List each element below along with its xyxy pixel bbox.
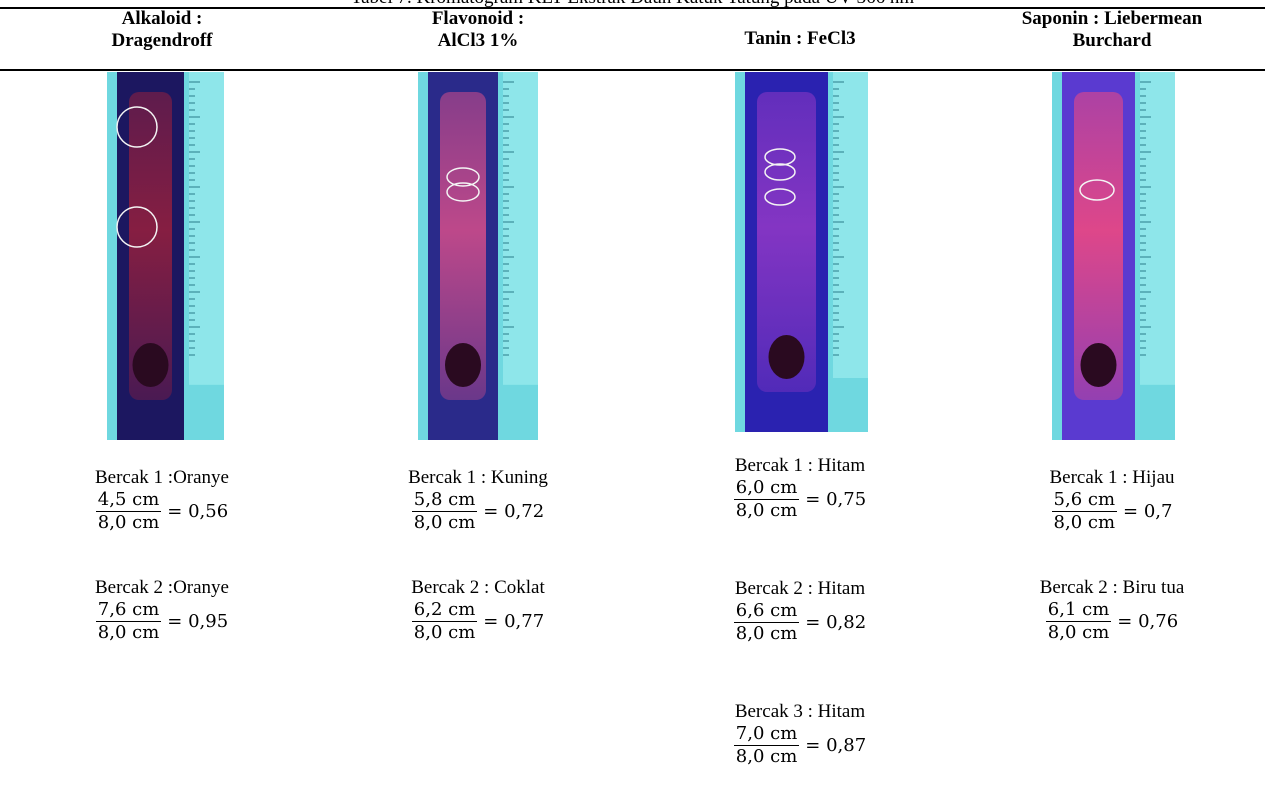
column-header: AlCl3 1%: [437, 30, 519, 51]
rf-result: = 0,72: [483, 501, 545, 522]
fraction: 4,5 cm 8,0 cm: [95, 489, 162, 534]
column-header: Flavonoid :: [431, 8, 525, 29]
rf-result: = 0,75: [805, 489, 867, 510]
spot-label: Bercak 2 : Biru tua: [1039, 577, 1185, 598]
spot: Bercak 2 :Oranye 7,6 cm 8,0 cm = 0,95: [12, 577, 312, 644]
denominator: 8,0 cm: [411, 621, 478, 643]
numerator: 6,6 cm: [735, 600, 798, 621]
header-rule: [0, 69, 1265, 71]
tlc-plate-image: [1052, 72, 1175, 440]
column-header: Tanin : FeCl3: [744, 28, 856, 49]
spot: Bercak 1 : Hitam 6,0 cm 8,0 cm = 0,75: [650, 455, 950, 522]
spot-label: Bercak 2 : Hitam: [734, 578, 866, 599]
rf-result: = 0,76: [1117, 611, 1179, 632]
numerator: 5,6 cm: [1053, 489, 1116, 510]
spot: Bercak 2 : Biru tua 6,1 cm 8,0 cm = 0,76: [962, 577, 1262, 644]
numerator: 7,6 cm: [97, 599, 160, 620]
rf-equation: 6,2 cm 8,0 cm = 0,77: [411, 599, 545, 644]
rf-equation: 6,1 cm 8,0 cm = 0,76: [1045, 599, 1179, 644]
rf-equation: 6,6 cm 8,0 cm = 0,82: [733, 600, 867, 645]
numerator: 4,5 cm: [97, 489, 160, 510]
denominator: 8,0 cm: [95, 621, 162, 643]
spot-label: Bercak 1 : Kuning: [408, 467, 548, 488]
fraction: 6,0 cm 8,0 cm: [733, 477, 800, 522]
column-header: Saponin : Liebermean: [1021, 8, 1203, 29]
top-rule: [0, 7, 1265, 9]
rf-equation: 7,6 cm 8,0 cm = 0,95: [95, 599, 229, 644]
rf-equation: 5,6 cm 8,0 cm = 0,7: [1051, 489, 1173, 534]
tlc-plate-image: [418, 72, 538, 440]
rf-equation: 6,0 cm 8,0 cm = 0,75: [733, 477, 867, 522]
spot-label: Bercak 2 : Coklat: [411, 577, 545, 598]
rf-result: = 0,77: [483, 611, 545, 632]
fraction: 6,1 cm 8,0 cm: [1045, 599, 1112, 644]
spot-label: Bercak 3 : Hitam: [734, 701, 866, 722]
rf-result: = 0,95: [167, 611, 229, 632]
spot: Bercak 1 : Kuning 5,8 cm 8,0 cm = 0,72: [328, 467, 628, 534]
numerator: 6,1 cm: [1047, 599, 1110, 620]
fraction: 5,6 cm 8,0 cm: [1051, 489, 1118, 534]
tlc-plate-image: [107, 72, 224, 440]
denominator: 8,0 cm: [1051, 511, 1118, 533]
fraction: 6,2 cm 8,0 cm: [411, 599, 478, 644]
rf-equation: 4,5 cm 8,0 cm = 0,56: [95, 489, 229, 534]
numerator: 7,0 cm: [735, 723, 798, 744]
rf-result: = 0,87: [805, 735, 867, 756]
denominator: 8,0 cm: [1045, 621, 1112, 643]
caption: Tabel 7. Kromatogram KLT Ekstrak Daun Ka…: [0, 0, 1265, 8]
numerator: 5,8 cm: [413, 489, 476, 510]
column-header: Burchard: [1072, 30, 1152, 51]
fraction: 6,6 cm 8,0 cm: [733, 600, 800, 645]
numerator: 6,0 cm: [735, 477, 798, 498]
fraction: 7,6 cm 8,0 cm: [95, 599, 162, 644]
column-header: Alkaloid :: [121, 8, 203, 29]
denominator: 8,0 cm: [411, 511, 478, 533]
rf-equation: 7,0 cm 8,0 cm = 0,87: [733, 723, 867, 768]
column-header: Dragendroff: [111, 30, 213, 51]
rf-result: = 0,82: [805, 612, 867, 633]
rf-result: = 0,7: [1123, 501, 1173, 522]
rf-equation: 5,8 cm 8,0 cm = 0,72: [411, 489, 545, 534]
spot: Bercak 1 :Oranye 4,5 cm 8,0 cm = 0,56: [12, 467, 312, 534]
spot-label: Bercak 1 : Hitam: [734, 455, 866, 476]
tlc-plate-image: [735, 72, 868, 432]
rf-result: = 0,56: [167, 501, 229, 522]
spot: Bercak 2 : Coklat 6,2 cm 8,0 cm = 0,77: [328, 577, 628, 644]
fraction: 5,8 cm 8,0 cm: [411, 489, 478, 534]
spot-label: Bercak 2 :Oranye: [95, 577, 229, 598]
fraction: 7,0 cm 8,0 cm: [733, 723, 800, 768]
spot: Bercak 3 : Hitam 7,0 cm 8,0 cm = 0,87: [650, 701, 950, 768]
spot-label: Bercak 1 : Hijau: [1049, 467, 1175, 488]
denominator: 8,0 cm: [733, 745, 800, 767]
denominator: 8,0 cm: [95, 511, 162, 533]
denominator: 8,0 cm: [733, 499, 800, 521]
spot-label: Bercak 1 :Oranye: [95, 467, 229, 488]
denominator: 8,0 cm: [733, 622, 800, 644]
spot: Bercak 1 : Hijau 5,6 cm 8,0 cm = 0,7: [962, 467, 1262, 534]
numerator: 6,2 cm: [413, 599, 476, 620]
spot: Bercak 2 : Hitam 6,6 cm 8,0 cm = 0,82: [650, 578, 950, 645]
